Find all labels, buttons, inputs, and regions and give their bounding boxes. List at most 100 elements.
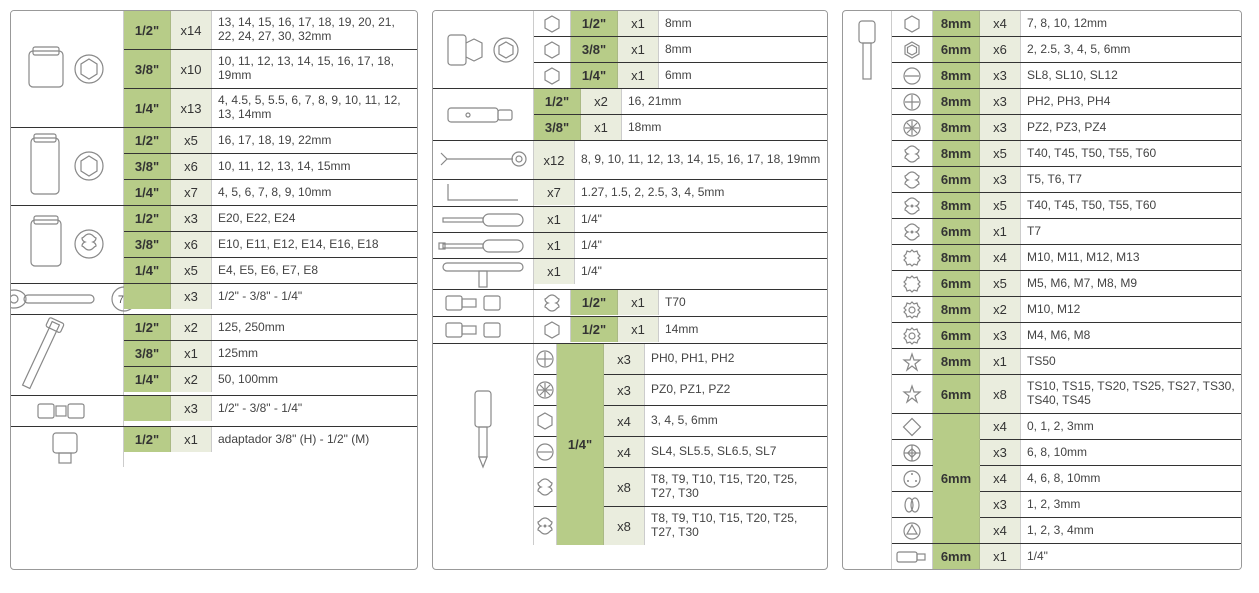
qty-cell: x3 bbox=[171, 284, 212, 309]
qty-cell: x8 bbox=[980, 375, 1021, 413]
group: 1/4"x3PH0, PH1, PH2x3PZ0, PZ1, PZ2x43, 4… bbox=[433, 344, 827, 545]
hex-outline-icon bbox=[534, 317, 571, 342]
qty-cell: x3 bbox=[604, 375, 645, 405]
qty-cell: x4 bbox=[980, 245, 1021, 270]
size-cell: 3/8" bbox=[124, 154, 171, 179]
group: 1/2"x114mm bbox=[433, 317, 827, 344]
size-cell: 1/4" bbox=[124, 258, 171, 283]
desc-cell: T8, T9, T10, T15, T20, T25, T27, T30 bbox=[645, 468, 827, 506]
column-3: 8mmx47, 8, 10, 12mm6mmx62, 2.5, 3, 4, 5,… bbox=[842, 10, 1242, 570]
hex-double-icon bbox=[892, 37, 933, 62]
qty-cell: x1 bbox=[534, 233, 575, 258]
slot-icon bbox=[892, 63, 933, 88]
desc-cell: M10, M11, M12, M13 bbox=[1021, 245, 1241, 270]
desc-cell: PH2, PH3, PH4 bbox=[1021, 89, 1241, 114]
desc-cell: 1.27, 1.5, 2, 2.5, 3, 4, 5mm bbox=[575, 180, 827, 205]
spec-row: 1/2"x2125, 250mm bbox=[124, 315, 417, 341]
desc-cell: 8mm bbox=[659, 11, 827, 36]
torx-outline-icon bbox=[892, 167, 933, 192]
qty-cell: x6 bbox=[171, 232, 212, 257]
size-cell: 8mm bbox=[933, 89, 980, 114]
desc-cell: 18mm bbox=[622, 115, 827, 140]
size-cell bbox=[933, 492, 980, 517]
desc-cell: M5, M6, M7, M8, M9 bbox=[1021, 271, 1241, 296]
size-cell: 1/2" bbox=[124, 427, 171, 452]
size-cell: 8mm bbox=[933, 245, 980, 270]
desc-cell: PH0, PH1, PH2 bbox=[645, 344, 827, 374]
square-icon bbox=[892, 414, 933, 439]
qty-cell: x1 bbox=[618, 63, 659, 88]
qty-cell: x12 bbox=[534, 141, 575, 179]
desc-cell: 50, 100mm bbox=[212, 367, 417, 392]
size-cell: 6mm bbox=[933, 544, 980, 569]
desc-cell: SL4, SL5.5, SL6.5, SL7 bbox=[645, 437, 827, 467]
qty-cell: x4 bbox=[980, 466, 1021, 491]
qty-cell: x1 bbox=[171, 427, 212, 452]
desc-cell: 7, 8, 10, 12mm bbox=[1021, 11, 1241, 36]
spec-row: 1/4"x16mm bbox=[534, 63, 827, 88]
spec-row: 1/4"x74, 5, 6, 7, 8, 9, 10mm bbox=[124, 180, 417, 205]
desc-cell: adaptador 3/8" (H) - 1/2" (M) bbox=[212, 427, 417, 452]
spec-row: 6mmx1T7 bbox=[892, 219, 1241, 245]
size-cell: 1/2" bbox=[124, 11, 171, 49]
size-cell: 1/2" bbox=[571, 317, 618, 342]
desc-cell: M10, M12 bbox=[1021, 297, 1241, 322]
qty-cell: x10 bbox=[171, 50, 212, 88]
qty-cell: x13 bbox=[171, 89, 212, 127]
qty-cell: x2 bbox=[980, 297, 1021, 322]
spec-row: 3/8"x118mm bbox=[534, 115, 827, 140]
qty-cell: x4 bbox=[980, 518, 1021, 543]
size-cell: 1/2" bbox=[534, 89, 581, 114]
qty-cell: x4 bbox=[604, 437, 645, 467]
size-cell: 1/2" bbox=[124, 128, 171, 153]
spec-row: 8mmx47, 8, 10, 12mm bbox=[892, 11, 1241, 37]
spec-row: 8mmx3PZ2, PZ3, PZ4 bbox=[892, 115, 1241, 141]
size-cell: 8mm bbox=[933, 115, 980, 140]
adapter-small-icon bbox=[892, 544, 933, 569]
spec-row: x128, 9, 10, 11, 12, 13, 14, 15, 16, 17,… bbox=[534, 141, 827, 179]
bit-socket-1-image bbox=[433, 290, 534, 316]
desc-cell: 1/2" - 3/8" - 1/4" bbox=[212, 396, 417, 421]
group: 1/2"x3E20, E22, E243/8"x6E10, E11, E12, … bbox=[11, 206, 417, 284]
qty-cell: x14 bbox=[171, 11, 212, 49]
size-cell: 1/2" bbox=[571, 290, 618, 315]
qty-cell: x3 bbox=[980, 440, 1021, 465]
qty-cell: x3 bbox=[980, 167, 1021, 192]
spec-row: 3/8"x1010, 11, 12, 13, 14, 15, 16, 17, 1… bbox=[124, 50, 417, 89]
hexkey-image bbox=[433, 180, 534, 206]
spec-row: 8mmx3PH2, PH3, PH4 bbox=[892, 89, 1241, 115]
socket-torx-image bbox=[11, 206, 124, 283]
size-cell bbox=[933, 414, 980, 439]
group: x11/4" bbox=[433, 207, 827, 233]
qty-cell: x2 bbox=[581, 89, 622, 114]
size-cell: 6mm bbox=[933, 375, 980, 413]
group: x11/4" bbox=[433, 259, 827, 290]
size-cell: 1/4" bbox=[124, 367, 171, 392]
size-cell: 3/8" bbox=[124, 341, 171, 366]
qty-cell: x1 bbox=[618, 317, 659, 342]
qty-cell: x5 bbox=[980, 193, 1021, 218]
qty-cell: x7 bbox=[534, 180, 575, 205]
spec-row: 3/8"x18mm bbox=[534, 37, 827, 63]
qty-cell: x3 bbox=[980, 89, 1021, 114]
spline-icon bbox=[892, 245, 933, 270]
group: x11/4" bbox=[433, 233, 827, 259]
qty-cell: x1 bbox=[171, 341, 212, 366]
size-cell: 3/8" bbox=[124, 50, 171, 88]
ratchet-image: 72 bbox=[11, 284, 124, 314]
desc-cell: 2, 2.5, 3, 4, 5, 6mm bbox=[1021, 37, 1241, 62]
qty-cell: x4 bbox=[980, 414, 1021, 439]
desc-cell: 125, 250mm bbox=[212, 315, 417, 340]
torx-security-icon bbox=[892, 219, 933, 244]
qty-cell: x3 bbox=[980, 492, 1021, 517]
size-cell: 6mm bbox=[933, 167, 980, 192]
qty-cell: x1 bbox=[980, 219, 1021, 244]
circle-dots-icon bbox=[892, 466, 933, 491]
phillips-icon bbox=[534, 344, 557, 375]
pozi-icon bbox=[892, 115, 933, 140]
qty-cell: x8 bbox=[604, 468, 645, 506]
qty-cell: x5 bbox=[980, 271, 1021, 296]
wrench-image bbox=[433, 141, 534, 179]
qty-cell: x1 bbox=[980, 349, 1021, 374]
size-cell: 1/4" bbox=[124, 89, 171, 127]
